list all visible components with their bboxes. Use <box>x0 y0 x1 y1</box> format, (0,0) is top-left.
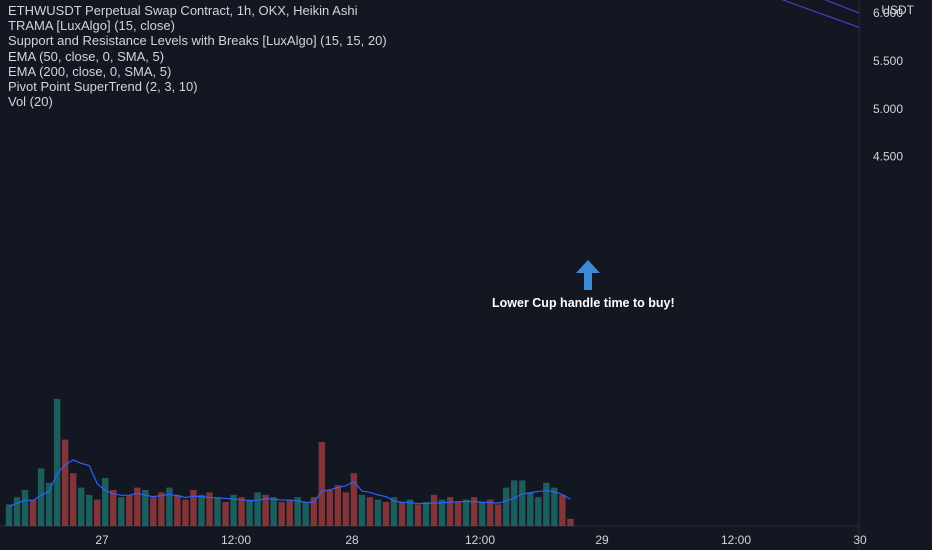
volume-bar <box>102 478 109 526</box>
volume-bar <box>519 480 526 526</box>
x-tick-label: 12:00 <box>465 533 495 547</box>
volume-bar <box>53 398 61 526</box>
volume-bar <box>230 494 237 526</box>
volume-bar <box>126 494 133 526</box>
volume-bar <box>334 485 342 526</box>
volume-bar <box>45 482 53 526</box>
chart-title[interactable]: ETHWUSDT Perpetual Swap Contract, 1h, OK… <box>8 3 358 18</box>
x-tick-label: 30 <box>853 533 867 547</box>
volume-bar <box>198 494 205 526</box>
indicator-legend: ETHWUSDT Perpetual Swap Contract, 1h, OK… <box>8 3 387 109</box>
volume-bar <box>110 490 117 526</box>
volume-bar <box>262 494 269 526</box>
volume-bar <box>150 497 157 526</box>
indicator-ema-200[interactable]: EMA (200, close, 0, SMA, 5) <box>8 63 172 79</box>
volume-bar <box>206 492 213 526</box>
volume-bar <box>478 502 486 526</box>
volume-bar <box>318 442 325 526</box>
volume-bar <box>13 497 21 526</box>
volume-bar <box>350 473 358 526</box>
volume-bar <box>29 499 37 526</box>
volume-bar <box>543 482 550 526</box>
volume-bar <box>559 494 566 526</box>
indicator-trama[interactable]: TRAMA [LuxAlgo] (15, close) <box>8 18 175 34</box>
volume-bar <box>398 502 406 526</box>
volume-bar <box>246 499 253 526</box>
volume-bar <box>430 494 438 526</box>
volume-bar <box>511 480 518 526</box>
trendline-down-2 <box>781 0 860 28</box>
volume-bar <box>77 487 85 526</box>
volume-bar <box>174 494 181 526</box>
volume-bar <box>69 473 77 526</box>
volume-bar <box>438 499 446 526</box>
volume-bar <box>86 494 93 526</box>
x-tick-label: 27 <box>95 533 109 547</box>
volume-bar <box>142 490 149 526</box>
volume-bar <box>21 490 29 526</box>
volume-bar <box>190 490 197 526</box>
volume-bar <box>310 497 317 526</box>
up-arrow-icon <box>576 260 600 290</box>
volume-bar <box>462 499 470 526</box>
volume-bar <box>37 468 45 526</box>
trendline-down-1 <box>824 0 860 14</box>
volume-bar <box>94 499 101 526</box>
volume-bar <box>470 497 478 526</box>
indicator-supertrend[interactable]: Pivot Point SuperTrend (2, 3, 10) <box>8 79 198 95</box>
volume-bar <box>535 497 542 526</box>
volume-bar <box>487 499 494 526</box>
volume-bar <box>118 497 125 526</box>
indicator-sr-levels[interactable]: Support and Resistance Levels with Break… <box>8 33 387 49</box>
x-tick-label: 29 <box>595 533 609 547</box>
volume-bar <box>270 497 277 526</box>
x-tick-label: 12:00 <box>721 533 751 547</box>
volume-bar <box>366 497 374 526</box>
volume-bar <box>406 499 414 526</box>
volume-bar <box>551 487 558 526</box>
volume-bar <box>326 490 333 526</box>
volume-bar <box>342 492 350 526</box>
annotation-text: Lower Cup handle time to buy! <box>492 296 675 310</box>
volume-bar <box>382 502 390 526</box>
volume-bar <box>503 487 510 526</box>
indicator-volume[interactable]: Vol (20) <box>8 94 53 110</box>
y-tick-label: 5.000 <box>873 102 903 116</box>
volume-bar <box>495 504 502 526</box>
x-tick-label: 12:00 <box>221 533 251 547</box>
volume-bar <box>214 497 221 526</box>
volume-bar <box>222 502 229 526</box>
volume-bar <box>567 518 574 526</box>
volume-bar <box>166 487 173 526</box>
volume-bar <box>527 492 534 526</box>
volume-bar <box>254 492 261 526</box>
volume-bar <box>374 499 382 526</box>
volume-bar <box>358 494 366 526</box>
volume-bar <box>302 502 309 526</box>
volume-bar <box>390 497 398 526</box>
volume-bar <box>5 504 13 526</box>
volume-bar <box>182 499 189 526</box>
y-tick-label: 4.500 <box>873 150 903 164</box>
y-tick-label: 6.000 <box>873 6 903 20</box>
volume-bar <box>278 502 285 526</box>
volume-bar <box>286 499 293 526</box>
x-tick-label: 28 <box>345 533 359 547</box>
volume-bar <box>238 497 245 526</box>
volume-bar <box>422 502 430 526</box>
indicator-ema-50[interactable]: EMA (50, close, 0, SMA, 5) <box>8 48 165 64</box>
volume-bar <box>158 492 165 526</box>
volume-bar <box>294 497 301 526</box>
currency-label: USDT <box>881 3 914 17</box>
volume-bar <box>446 497 454 526</box>
volume-ma-line <box>8 459 571 508</box>
volume-bar <box>454 502 462 526</box>
volume-bar <box>414 504 422 526</box>
y-tick-label: 5.500 <box>873 54 903 68</box>
volume-bar <box>61 439 69 526</box>
volume-bar <box>134 487 141 526</box>
